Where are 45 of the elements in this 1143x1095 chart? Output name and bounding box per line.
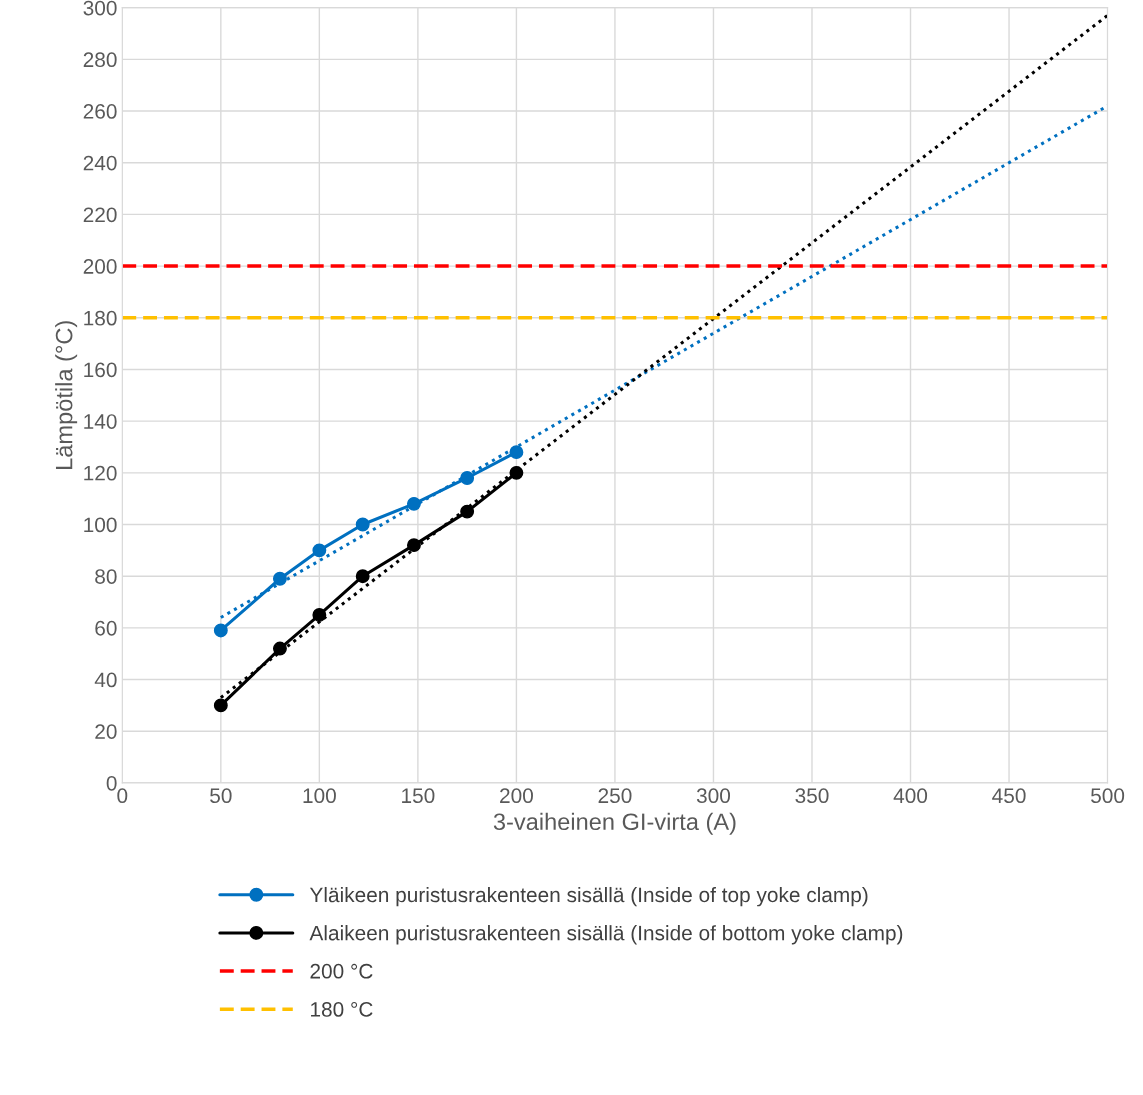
point: [272, 641, 287, 656]
y-tick-label: 260: [83, 104, 117, 119]
y-tick-label: 280: [83, 52, 117, 68]
legend-label: Yläikeen puristusrakenteen sisällä (Inside of top yoke clamp): [309, 886, 868, 907]
y-axis-title: Lämpötila (°C): [55, 321, 78, 469]
point: [460, 471, 475, 485]
y-tick-label: 0: [106, 775, 117, 791]
y-tick-label: 220: [83, 207, 117, 223]
x-tick-label: 50: [210, 788, 232, 804]
x-tick-label: 400: [893, 788, 928, 804]
point: [355, 569, 370, 584]
x-tick-label: 450: [992, 788, 1026, 804]
point: [355, 517, 370, 532]
y-tick-label: 160: [84, 362, 117, 378]
x-tick-label: 100: [303, 788, 336, 804]
y-tick-label: 40: [94, 672, 117, 688]
y-tick-label: 120: [84, 465, 117, 481]
point: [272, 571, 287, 586]
y-tick-label: 60: [95, 620, 117, 636]
y-tick-label: 200: [83, 259, 117, 274]
y-tick-label: 80: [95, 569, 117, 584]
x-tick-label: 150: [402, 788, 435, 804]
x-tick-label: 350: [795, 788, 829, 804]
x-tick-label: 0: [117, 788, 128, 804]
point: [406, 496, 421, 511]
point: [509, 445, 524, 460]
point: [312, 608, 327, 622]
y-tick-label: 240: [83, 155, 117, 171]
legend-label: Alaikeen puristusrakenteen sisällä (Inside of bottom yoke clamp): [309, 925, 903, 945]
point: [312, 543, 327, 558]
point: [213, 623, 228, 638]
y-tick-label: 20: [95, 724, 117, 739]
x-tick-label: 200: [500, 788, 533, 804]
legend-label: 200 °C: [310, 963, 373, 979]
x-tick-label: 500: [1091, 788, 1125, 804]
y-tick-label: 180: [84, 310, 117, 326]
legend-label: 180 °C: [311, 1002, 373, 1017]
x-tick-label: 250: [598, 788, 632, 804]
y-tick-label: 140: [84, 414, 117, 429]
point: [406, 538, 421, 553]
point: [213, 698, 228, 713]
y-tick-label: 300: [83, 0, 117, 16]
x-tick-label: 300: [696, 788, 731, 804]
y-tick-label: 100: [84, 517, 117, 533]
x-axis-title: 3-vaiheinen GI-virta (A): [493, 812, 736, 835]
